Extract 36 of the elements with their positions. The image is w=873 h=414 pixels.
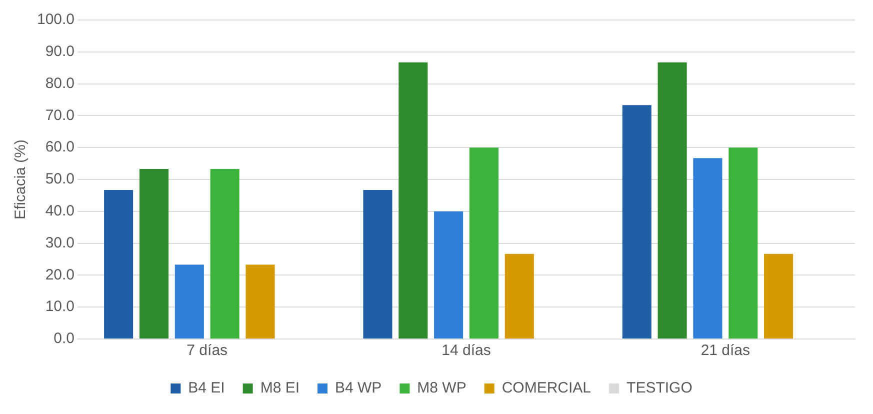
bar bbox=[728, 148, 758, 338]
y-tick-label: 20.0 bbox=[45, 266, 75, 284]
y-tick-label: 40.0 bbox=[45, 202, 75, 220]
y-tick-label: 80.0 bbox=[45, 74, 75, 92]
x-tick-label: 14 días bbox=[442, 342, 491, 360]
y-tick-label: 30.0 bbox=[45, 234, 75, 252]
bar bbox=[693, 158, 722, 338]
bar bbox=[434, 211, 464, 338]
y-tick-label: 10.0 bbox=[45, 298, 75, 316]
bar bbox=[469, 148, 498, 338]
bar bbox=[622, 105, 652, 338]
y-tick-label: 70.0 bbox=[45, 106, 75, 124]
bar bbox=[764, 254, 794, 338]
y-tick-label: 60.0 bbox=[45, 138, 75, 156]
legend-label: TESTIGO bbox=[626, 380, 692, 397]
bar bbox=[658, 62, 687, 338]
bar bbox=[363, 190, 392, 338]
bar bbox=[398, 62, 428, 338]
legend-label: M8 WP bbox=[417, 380, 466, 397]
bar bbox=[210, 168, 240, 338]
bar bbox=[139, 168, 169, 338]
y-tick-label: 90.0 bbox=[45, 43, 75, 60]
y-axis-title: Eficacia (%) bbox=[12, 139, 30, 220]
legend-label: B4 EI bbox=[188, 380, 225, 397]
y-tick-label: 0.0 bbox=[54, 330, 75, 348]
x-tick-label: 7 días bbox=[186, 342, 228, 360]
bar bbox=[504, 254, 534, 338]
bar bbox=[174, 264, 204, 338]
legend-label: M8 EI bbox=[260, 380, 300, 397]
y-tick-label: 100.0 bbox=[36, 11, 75, 28]
legend-label: B4 WP bbox=[335, 380, 382, 397]
bar bbox=[246, 264, 275, 338]
x-tick-label: 21 días bbox=[700, 342, 750, 360]
bar bbox=[104, 190, 134, 338]
y-tick-label: 50.0 bbox=[45, 170, 75, 188]
legend-label: COMERCIAL bbox=[502, 380, 592, 397]
